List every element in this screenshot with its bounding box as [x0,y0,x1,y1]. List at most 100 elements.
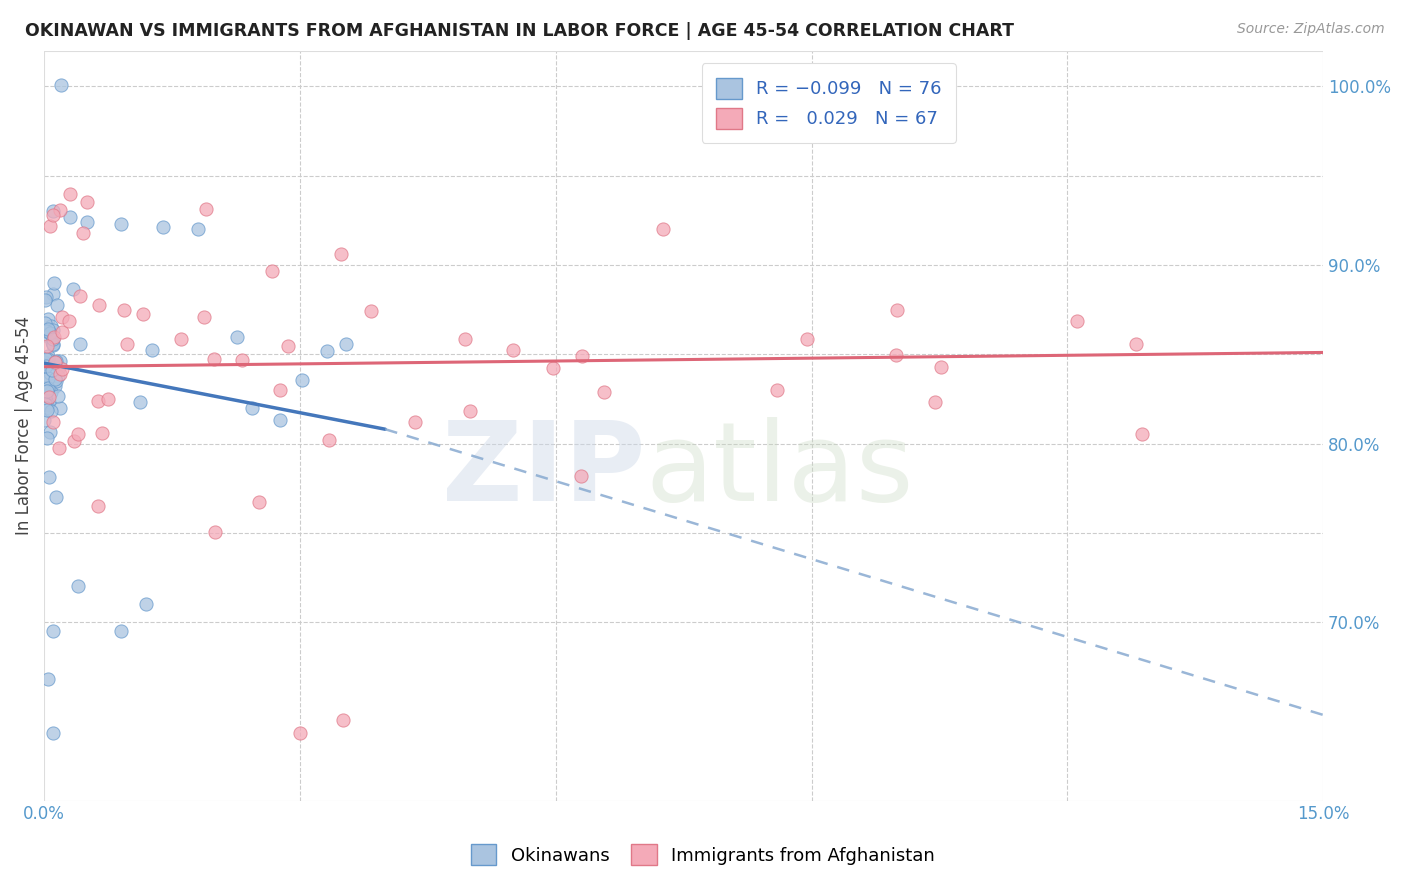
Point [929,359,952,374]
Point [335,336,357,351]
Point [277,339,299,353]
Point [569,468,592,483]
Point [42,336,65,351]
Point [41,725,63,739]
Point [63,434,86,449]
Point [67,579,90,593]
Point [51,361,73,376]
Point [231,352,253,367]
Point [41,204,63,219]
Point [37,384,59,399]
Point [34,316,56,330]
Point [110,217,132,231]
Point [884,348,907,362]
Point [135,597,157,611]
Text: OKINAWAN VS IMMIGRANTS FROM AFGHANISTAN IN LABOR FORCE | AGE 45-54 CORRELATION C: OKINAWAN VS IMMIGRANTS FROM AFGHANISTAN … [25,22,1014,40]
Point [194,202,217,217]
Point [202,352,225,367]
Point [270,413,292,427]
Point [110,624,132,638]
Point [62,282,84,296]
Point [69,289,91,303]
Point [37,403,59,417]
Point [38,219,60,234]
Point [38,469,60,483]
Point [886,302,908,317]
Point [35,324,58,338]
Point [38,425,60,439]
Text: ZIP: ZIP [441,417,645,524]
Point [592,385,614,400]
Point [360,304,382,318]
Point [45,490,67,504]
Point [49,401,72,416]
Point [247,495,270,509]
Point [225,330,247,344]
Point [44,353,66,368]
Point [34,328,56,343]
Point [115,337,138,351]
Point [112,303,135,318]
Point [42,323,65,337]
Point [1130,427,1153,442]
Text: Source: ZipAtlas.com: Source: ZipAtlas.com [1237,22,1385,37]
Point [87,499,110,513]
Point [318,434,340,448]
Point [766,383,789,397]
Point [37,398,59,412]
Point [45,298,67,312]
Point [129,395,152,409]
Point [48,360,70,375]
Point [42,415,65,429]
Point [288,725,311,739]
Point [141,343,163,357]
Point [76,215,98,229]
Point [87,393,110,408]
Point [35,401,58,415]
Point [42,330,65,344]
Point [42,338,65,352]
Point [37,357,59,371]
Point [1125,336,1147,351]
Point [51,310,73,324]
Point [187,222,209,236]
Point [34,293,56,307]
Point [48,441,70,455]
Point [46,369,69,384]
Point [67,426,90,441]
Y-axis label: In Labor Force | Age 45-54: In Labor Force | Age 45-54 [15,316,32,535]
Point [37,381,59,395]
Point [1066,314,1088,328]
Point [35,359,58,373]
Point [240,401,263,415]
Point [39,366,62,380]
Point [269,383,291,397]
Point [502,343,524,358]
Point [48,202,70,217]
Point [69,336,91,351]
Point [652,222,675,236]
Point [39,319,62,334]
Point [49,354,72,368]
Legend: R = −0.099   N = 76, R =   0.029   N = 67: R = −0.099 N = 76, R = 0.029 N = 67 [702,63,956,143]
Point [45,374,67,388]
Point [35,431,58,445]
Point [35,289,58,303]
Point [541,361,564,376]
Point [315,344,337,359]
Point [42,332,65,346]
Point [404,415,426,429]
Legend: Okinawans, Immigrants from Afghanistan: Okinawans, Immigrants from Afghanistan [463,835,943,874]
Point [44,354,66,368]
Point [91,425,114,440]
Point [34,372,56,386]
Point [260,264,283,278]
Point [87,298,110,312]
Point [48,367,70,381]
Point [59,210,82,224]
Point [37,349,59,363]
Point [37,672,59,686]
Point [72,226,94,240]
Point [39,404,62,418]
Point [59,186,82,201]
